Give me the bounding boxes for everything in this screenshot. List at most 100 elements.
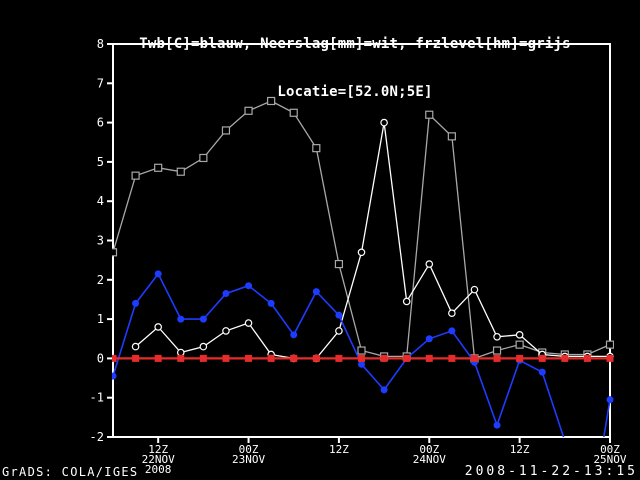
marker-open-circle — [222, 327, 230, 335]
marker-filled-circle — [358, 360, 365, 368]
y-tick-label: -1 — [90, 391, 104, 405]
marker-open-circle — [335, 327, 343, 335]
marker-filled-circle — [312, 288, 320, 296]
marker-open-square — [605, 340, 614, 349]
x-tick-label: 12Z — [329, 443, 349, 456]
marker-filled-square — [561, 354, 569, 362]
y-tick-label: -2 — [90, 430, 104, 444]
marker-open-square — [199, 153, 208, 163]
marker-filled-circle — [380, 386, 388, 394]
marker-open-circle — [154, 323, 162, 331]
marker-filled-square — [112, 354, 117, 362]
marker-open-square — [492, 346, 502, 355]
marker-filled-square — [177, 354, 185, 362]
marker-filled-square — [358, 354, 365, 362]
marker-filled-square — [267, 354, 275, 362]
y-tick-label: 7 — [97, 76, 104, 90]
series-neerslag-mm- — [131, 118, 614, 363]
marker-filled-square — [493, 354, 501, 362]
x-tick-label: 12Z — [510, 443, 530, 456]
marker-open-square — [221, 126, 231, 135]
marker-filled-square — [425, 354, 433, 362]
marker-open-circle — [448, 309, 456, 318]
x-tick-label: 00Z — [239, 443, 259, 456]
marker-filled-circle — [425, 335, 433, 343]
marker-open-square — [312, 144, 321, 153]
plot-timestamp: 2008-11-22-13:15 — [464, 464, 638, 479]
x-tick-label: 24NOV — [413, 453, 446, 466]
marker-filled-circle — [245, 282, 253, 290]
series-line — [112, 272, 611, 437]
series-frzlevel-hm- — [112, 96, 614, 363]
marker-filled-circle — [493, 421, 501, 429]
marker-filled-circle — [132, 299, 140, 307]
marker-filled-square — [583, 354, 591, 362]
marker-open-circle — [402, 297, 411, 306]
marker-filled-square — [516, 354, 524, 362]
marker-filled-circle — [606, 396, 614, 404]
series-line — [135, 122, 610, 360]
marker-open-circle — [357, 248, 366, 257]
marker-open-square — [289, 108, 298, 117]
marker-open-square — [112, 248, 118, 257]
marker-filled-circle — [112, 372, 117, 380]
marker-open-circle — [380, 118, 388, 127]
y-tick-label: 6 — [97, 116, 104, 130]
marker-open-circle — [176, 348, 185, 357]
marker-open-circle — [493, 332, 501, 341]
marker-filled-square — [312, 354, 320, 362]
marker-filled-circle — [335, 311, 343, 319]
marker-open-square — [425, 110, 434, 119]
marker-filled-square — [470, 354, 478, 362]
chart-title: Twb[C]=blauw, Neerslag[mm]=wit, frzlevel… — [35, 4, 640, 116]
y-tick-label: 1 — [97, 312, 104, 326]
marker-filled-square — [403, 354, 411, 362]
marker-open-circle — [470, 285, 479, 294]
marker-filled-square — [335, 354, 343, 362]
marker-open-circle — [515, 331, 524, 339]
x-tick-label: 22NOV — [142, 453, 175, 466]
marker-open-circle — [131, 342, 140, 351]
marker-filled-circle — [538, 368, 546, 376]
marker-open-circle — [199, 342, 208, 351]
y-tick-label: 5 — [97, 155, 104, 169]
y-tick-label: 8 — [97, 37, 104, 51]
marker-open-square — [515, 340, 524, 349]
x-tick-label: 00Z — [419, 443, 439, 456]
marker-open-square — [267, 96, 276, 106]
marker-filled-circle — [267, 299, 275, 307]
marker-filled-square — [290, 354, 298, 362]
marker-filled-square — [448, 354, 456, 362]
marker-open-square — [131, 171, 140, 180]
marker-filled-circle — [199, 315, 207, 323]
marker-open-square — [334, 259, 344, 269]
marker-filled-square — [538, 354, 546, 362]
y-tick-label: 4 — [97, 194, 104, 208]
series-twb-c- — [112, 270, 614, 444]
marker-open-square — [447, 132, 456, 141]
marker-open-square — [176, 167, 185, 176]
x-tick-label: 25NOV — [593, 453, 626, 466]
y-tick-label: 2 — [97, 273, 104, 287]
marker-filled-circle — [177, 315, 185, 323]
marker-filled-circle — [290, 331, 298, 339]
grads-version-stamp: GrADS: COLA/IGES — [2, 465, 139, 479]
marker-filled-circle — [222, 290, 230, 298]
marker-filled-circle — [154, 270, 162, 278]
marker-filled-square — [222, 354, 230, 362]
marker-filled-square — [606, 354, 614, 362]
x-tick-label: 12Z — [148, 443, 168, 456]
y-tick-label: 3 — [97, 234, 104, 248]
marker-filled-square — [380, 354, 388, 362]
marker-filled-circle — [561, 437, 568, 444]
chart-title-line2: Locatie=[52.0N;5E] — [277, 84, 433, 100]
marker-filled-square — [154, 354, 162, 362]
x-tick-label: 23NOV — [232, 453, 265, 466]
series-zero-line — [112, 354, 614, 362]
marker-filled-square — [199, 354, 207, 362]
marker-filled-square — [132, 354, 140, 362]
x-tick-label: 00Z — [600, 443, 620, 456]
